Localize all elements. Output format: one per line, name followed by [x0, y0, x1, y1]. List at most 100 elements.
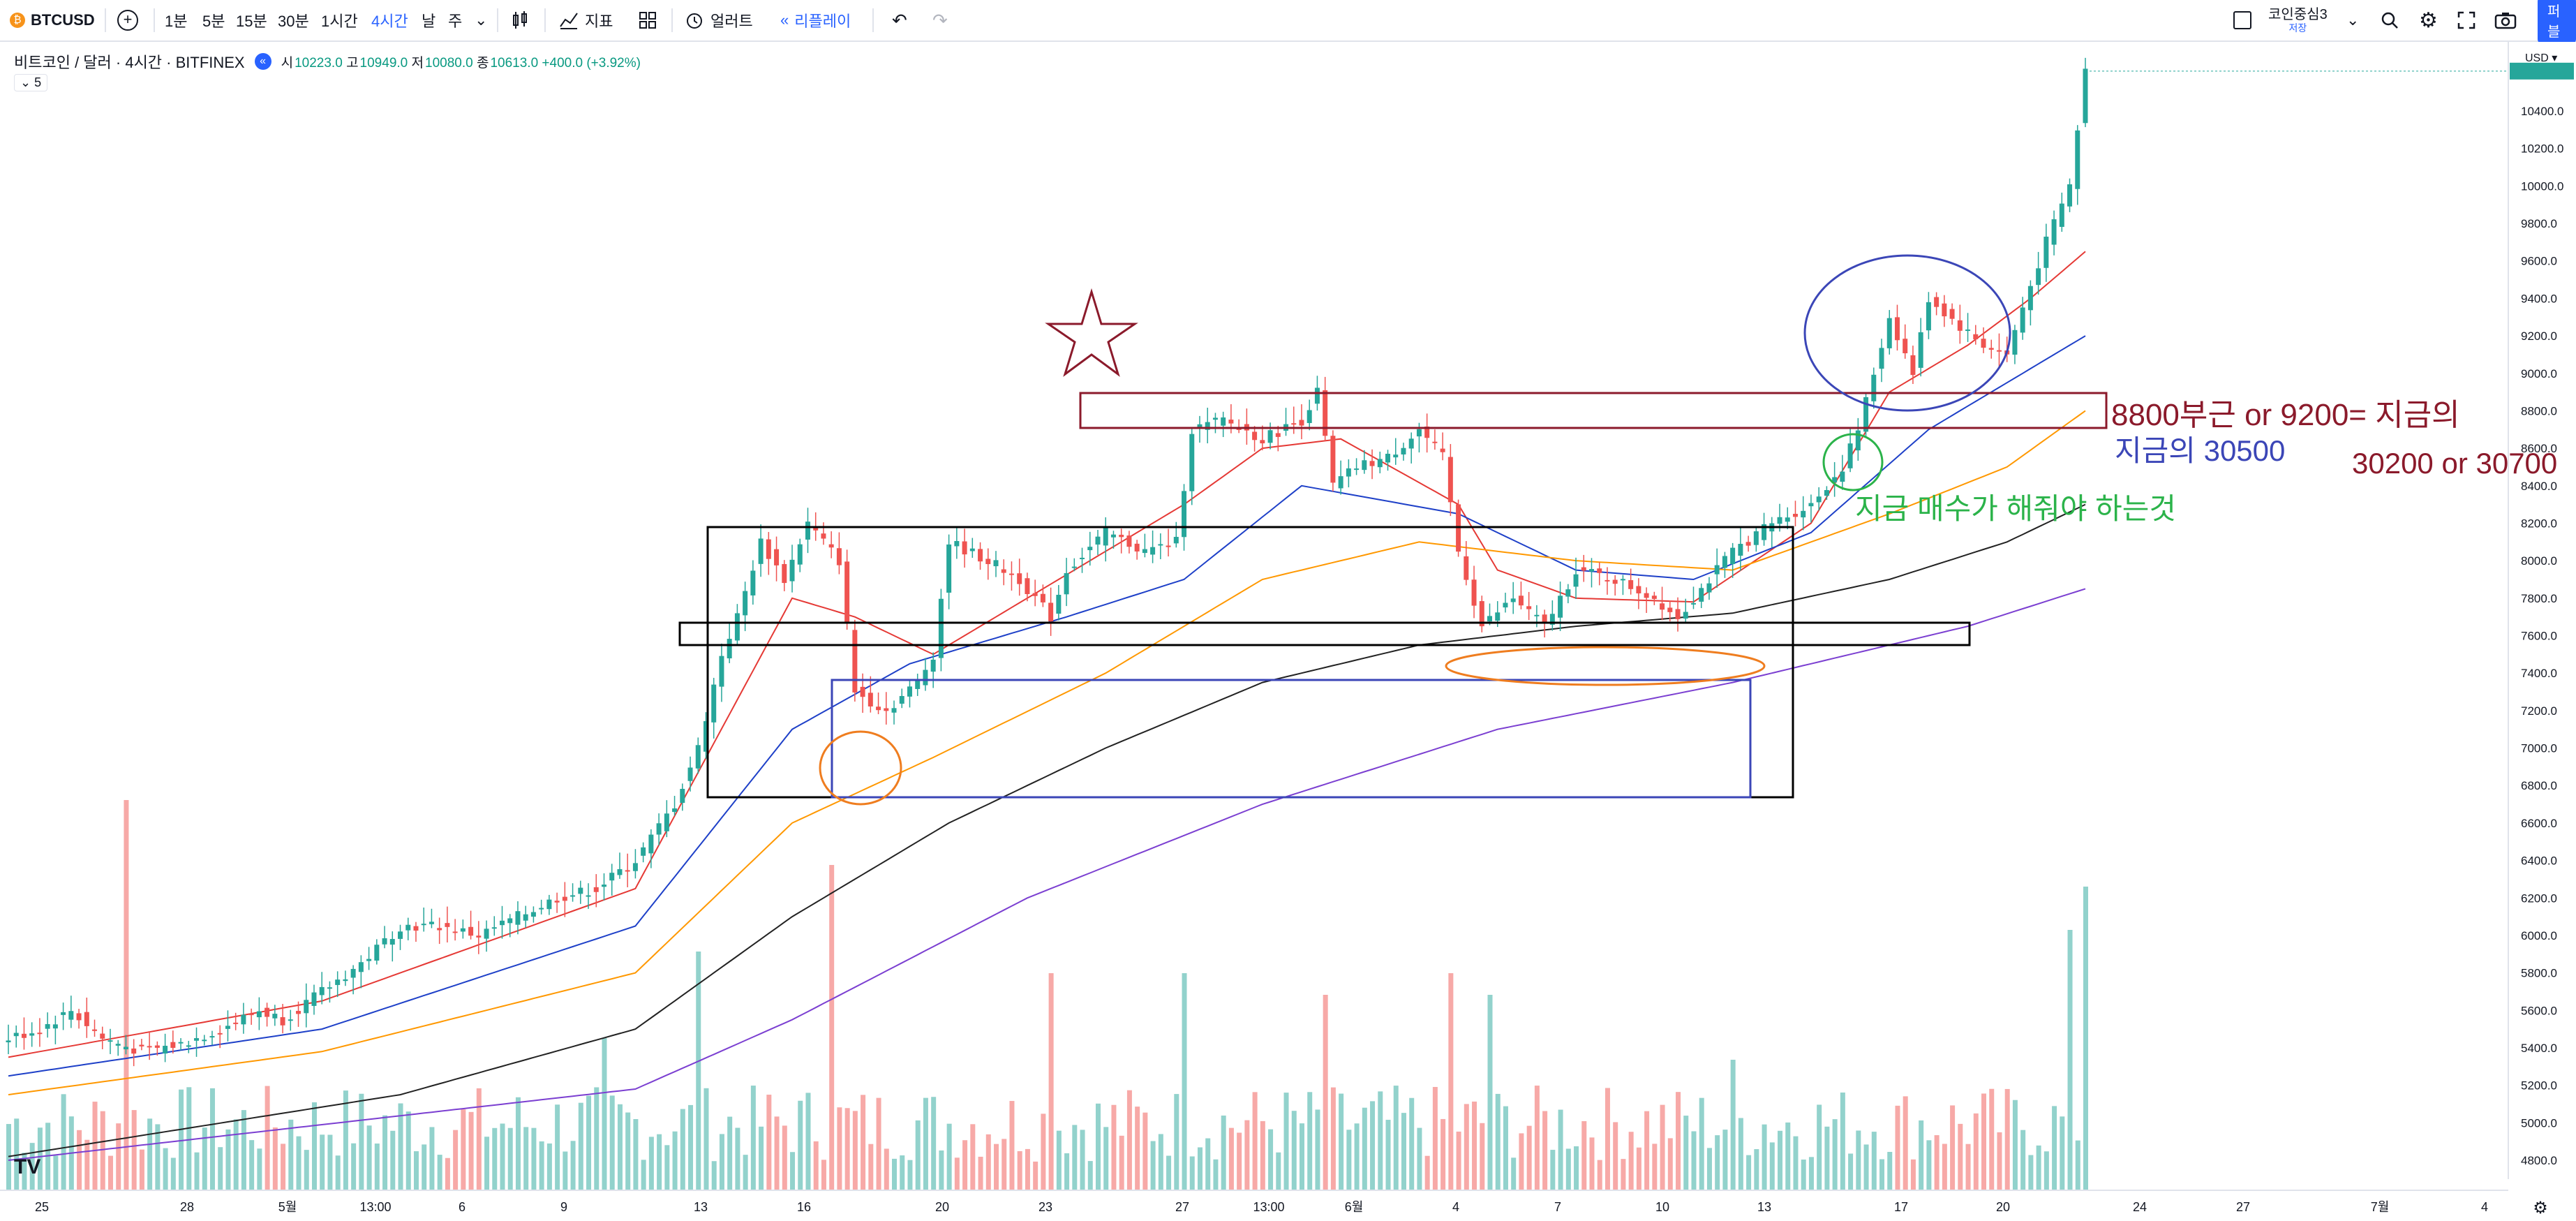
candle-body [680, 788, 685, 804]
interval-day[interactable]: 날 [422, 0, 435, 40]
candle-body [1808, 503, 1814, 507]
top-toolbar: ₿ BTCUSD + 1분 5분 15분 30분 1시간 4시간 날 주 ⌄ 지… [0, 0, 2576, 45]
candle-body [311, 992, 317, 1006]
symbol-search[interactable]: ₿ BTCUSD [10, 0, 95, 40]
volume-bar [186, 1087, 192, 1190]
volume-bar [570, 1141, 576, 1190]
candle-body [1918, 332, 1923, 368]
replay-icon: « [780, 11, 789, 29]
tradingview-logo: TV [14, 1155, 41, 1178]
layout-name-button[interactable]: 코인중심3 저장 [2268, 0, 2328, 40]
candle-body [1408, 438, 1414, 449]
interval-4h[interactable]: 4시간 [371, 0, 408, 40]
candle-body [1377, 459, 1383, 468]
candle-body [907, 686, 912, 697]
volume-bar [311, 1102, 317, 1190]
volume-bar [29, 1143, 35, 1190]
price-tick-label: 6600.0 [2521, 817, 2557, 830]
volume-bar [2020, 1130, 2026, 1190]
chevron-down-icon: ⌄ [2346, 11, 2360, 29]
interval-1h[interactable]: 1시간 [321, 0, 358, 40]
volume-bar [1950, 1105, 1956, 1190]
candle-body [1479, 601, 1484, 627]
replay-button[interactable]: « 리플레이 [780, 0, 851, 40]
chart-type-button[interactable] [509, 0, 530, 40]
volume-bar [202, 1127, 207, 1190]
templates-button[interactable] [638, 0, 657, 40]
snapshot-button[interactable] [2494, 0, 2517, 40]
candle-body [758, 538, 764, 564]
candle-body [460, 928, 466, 932]
volume-bar [124, 800, 129, 1190]
volume-bar [1738, 1118, 1743, 1190]
intervals-dropdown[interactable]: ⌄ [475, 0, 487, 40]
volume-bar [163, 1148, 168, 1190]
redo-button[interactable]: ↷ [932, 0, 948, 40]
undo-icon: ↶ [892, 9, 907, 31]
interval-30m[interactable]: 30분 [278, 0, 309, 40]
price-tick-label: 6800.0 [2521, 779, 2557, 792]
volume-bar [1511, 1157, 1517, 1190]
layout-toggle[interactable] [2233, 0, 2251, 40]
volume-bar [1534, 1086, 1540, 1190]
volume-bar [2004, 1088, 2010, 1190]
volume-bar [2036, 1145, 2041, 1190]
candle-body [1064, 572, 1069, 595]
candle-body [280, 1017, 285, 1026]
candle-body [1464, 556, 1469, 580]
volume-bar [461, 1109, 466, 1190]
candle-body [1338, 476, 1343, 489]
candle-body [225, 1026, 230, 1029]
undo-button[interactable]: ↶ [892, 0, 907, 40]
volume-bar [14, 1118, 20, 1190]
last-price-marker [2510, 62, 2574, 80]
candle-body [1189, 434, 1195, 491]
interval-15m[interactable]: 15분 [236, 0, 267, 40]
volume-bar [453, 1130, 459, 1190]
replay-mode-icon[interactable]: « [254, 53, 271, 70]
add-symbol-button[interactable]: + [117, 0, 138, 40]
price-tick-label: 9400.0 [2521, 292, 2557, 305]
candle-body [1134, 543, 1140, 552]
candle-body [1150, 547, 1156, 555]
alert-button[interactable]: 얼러트 [684, 0, 753, 40]
search-button[interactable] [2380, 0, 2399, 40]
time-tick-label: 13 [694, 1200, 708, 1214]
volume-bar [1871, 1132, 1877, 1190]
volume-bar [774, 1116, 780, 1190]
volume-bar [1981, 1093, 1987, 1190]
interval-5m[interactable]: 5분 [202, 0, 225, 40]
volume-bar [672, 1131, 678, 1190]
volume-bar [233, 1119, 239, 1190]
candle-body [1588, 569, 1594, 572]
volume-bar [257, 1148, 262, 1190]
publish-button[interactable]: 퍼블 [2538, 0, 2576, 45]
interval-1m[interactable]: 1분 [165, 0, 187, 40]
indicators-collapse-button[interactable]: ⌄ 5 [14, 74, 48, 91]
volume-bar [1268, 1129, 1274, 1190]
price-chart[interactable]: 10400.0 10200.0 10000.0 9800.0 9600.0 9400.0 9… [0, 42, 2576, 1221]
price-tick-label: 4800.0 [2521, 1154, 2557, 1167]
candle-body [930, 659, 936, 672]
candle-body [1173, 537, 1179, 544]
volume-bar [1934, 1135, 1940, 1190]
candle-body [1762, 524, 1767, 540]
volume-bar [1840, 1092, 1845, 1190]
candle-body [844, 561, 850, 623]
volume-bar [813, 1141, 819, 1190]
candle-body [852, 630, 858, 693]
volume-bar [1683, 1116, 1689, 1190]
volume-bar [1464, 1104, 1469, 1190]
volume-bar [445, 1157, 450, 1190]
indicators-button[interactable]: 지표 [558, 0, 613, 40]
fullscreen-button[interactable] [2457, 0, 2476, 40]
volume-bar [1087, 1161, 1093, 1190]
layout-dropdown[interactable]: ⌄ [2346, 0, 2359, 40]
volume-bar [382, 1115, 388, 1190]
candle-body [304, 1000, 309, 1014]
volume-bar [1730, 1060, 1736, 1190]
interval-week[interactable]: 주 [448, 0, 462, 40]
candle-body [1260, 440, 1265, 444]
settings-button[interactable]: ⚙ [2419, 0, 2438, 40]
candle-body [554, 901, 560, 903]
